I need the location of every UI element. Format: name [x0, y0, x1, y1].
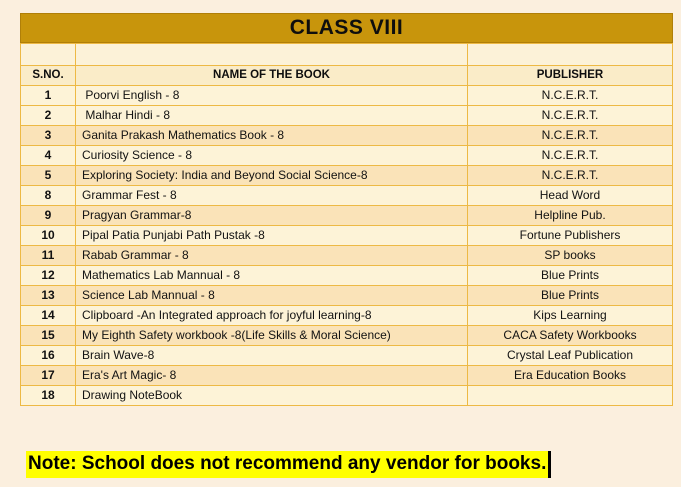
note-text[interactable]: Note: School does not recommend any vend… [26, 451, 549, 478]
book-name-cell[interactable]: Malhar Hindi - 8 [75, 105, 468, 126]
sno-cell[interactable]: 2 [20, 105, 76, 126]
publisher-cell[interactable]: N.C.E.R.T. [467, 85, 673, 106]
book-name-cell[interactable]: Grammar Fest - 8 [75, 185, 468, 206]
publisher-cell[interactable]: N.C.E.R.T. [467, 145, 673, 166]
sno-cell[interactable]: 11 [20, 245, 76, 266]
publisher-cell[interactable]: Blue Prints [467, 265, 673, 286]
table-row: 18 Drawing NoteBook [20, 385, 673, 406]
sno-cell[interactable]: 16 [20, 345, 76, 366]
book-name-cell[interactable]: Mathematics Lab Mannual - 8 [75, 265, 468, 286]
book-name-cell[interactable]: Brain Wave-8 [75, 345, 468, 366]
class-title[interactable]: CLASS VIII [20, 13, 673, 43]
book-name-cell[interactable]: Science Lab Mannual - 8 [75, 285, 468, 306]
column-header-book-name[interactable]: NAME OF THE BOOK [75, 65, 468, 86]
book-name-cell[interactable]: Rabab Grammar - 8 [75, 245, 468, 266]
sno-cell[interactable]: 13 [20, 285, 76, 306]
publisher-cell[interactable]: N.C.E.R.T. [467, 165, 673, 186]
sno-cell[interactable]: 14 [20, 305, 76, 326]
book-name-cell[interactable]: Pragyan Grammar-8 [75, 205, 468, 226]
book-table: S.NO. NAME OF THE BOOK PUBLISHER 1 Poorv… [20, 43, 673, 406]
publisher-cell[interactable]: Blue Prints [467, 285, 673, 306]
book-name-cell[interactable]: Clipboard -An Integrated approach for jo… [75, 305, 468, 326]
table-row: 2 Malhar Hindi - 8 N.C.E.R.T. [20, 105, 673, 126]
publisher-cell[interactable]: Helpline Pub. [467, 205, 673, 226]
sno-cell[interactable]: 5 [20, 165, 76, 186]
sno-cell[interactable]: 12 [20, 265, 76, 286]
table-row: 11 Rabab Grammar - 8 SP books [20, 245, 673, 266]
table-row: 3 Ganita Prakash Mathematics Book - 8 N.C.… [20, 125, 673, 146]
note-banner: Note: School does not recommend any vend… [26, 451, 552, 478]
table-row: 1 Poorvi English - 8 N.C.E.R.T. [20, 85, 673, 106]
sno-cell[interactable]: 10 [20, 225, 76, 246]
book-name-cell[interactable]: Era's Art Magic- 8 [75, 365, 468, 386]
table-row: 5 Exploring Society: India and Beyond Soc… [20, 165, 673, 186]
table-row: 15 My Eighth Safety workbook -8(Life Skil… [20, 325, 673, 346]
book-name-cell[interactable]: Curiosity Science - 8 [75, 145, 468, 166]
publisher-cell[interactable]: Fortune Publishers [467, 225, 673, 246]
publisher-cell[interactable]: N.C.E.R.T. [467, 105, 673, 126]
book-name-cell[interactable]: Pipal Patia Punjabi Path Pustak -8 [75, 225, 468, 246]
sno-cell[interactable]: 9 [20, 205, 76, 226]
table-row: 9 Pragyan Grammar-8 Helpline Pub. [20, 205, 673, 226]
sno-cell[interactable]: 4 [20, 145, 76, 166]
table-row: 17 Era's Art Magic- 8 Era Education Books [20, 365, 673, 386]
table-row: 4 Curiosity Science - 8 N.C.E.R.T. [20, 145, 673, 166]
column-header-publisher[interactable]: PUBLISHER [467, 65, 673, 86]
sno-cell[interactable]: 8 [20, 185, 76, 206]
spacer-cell[interactable] [467, 43, 673, 66]
table-header-row: S.NO. NAME OF THE BOOK PUBLISHER [20, 65, 673, 86]
book-list-table: CLASS VIII S.NO. NAME OF THE BOOK PUBLIS… [20, 13, 673, 406]
sno-cell[interactable]: 18 [20, 385, 76, 406]
table-row: 10 Pipal Patia Punjabi Path Pustak -8 Fort… [20, 225, 673, 246]
sno-cell[interactable]: 1 [20, 85, 76, 106]
column-header-sno[interactable]: S.NO. [20, 65, 76, 86]
book-name-cell[interactable]: Drawing NoteBook [75, 385, 468, 406]
publisher-cell[interactable]: CACA Safety Workbooks [467, 325, 673, 346]
book-name-cell[interactable]: Poorvi English - 8 [75, 85, 468, 106]
publisher-cell[interactable]: Head Word [467, 185, 673, 206]
publisher-cell[interactable]: Era Education Books [467, 365, 673, 386]
publisher-cell[interactable]: N.C.E.R.T. [467, 125, 673, 146]
book-name-cell[interactable]: Ganita Prakash Mathematics Book - 8 [75, 125, 468, 146]
publisher-cell[interactable] [467, 385, 673, 406]
sno-cell[interactable]: 15 [20, 325, 76, 346]
publisher-cell[interactable]: Crystal Leaf Publication [467, 345, 673, 366]
spacer-cell[interactable] [20, 43, 76, 66]
book-name-cell[interactable]: My Eighth Safety workbook -8(Life Skills… [75, 325, 468, 346]
publisher-cell[interactable]: SP books [467, 245, 673, 266]
sno-cell[interactable]: 17 [20, 365, 76, 386]
publisher-cell[interactable]: Kips Learning [467, 305, 673, 326]
table-row: 13 Science Lab Mannual - 8 Blue Prints [20, 285, 673, 306]
spacer-cell[interactable] [75, 43, 468, 66]
book-name-cell[interactable]: Exploring Society: India and Beyond Soci… [75, 165, 468, 186]
sno-cell[interactable]: 3 [20, 125, 76, 146]
spacer-row [20, 43, 673, 66]
table-row: 14 Clipboard -An Integrated approach for … [20, 305, 673, 326]
table-row: 16 Brain Wave-8 Crystal Leaf Publication [20, 345, 673, 366]
table-row: 8 Grammar Fest - 8 Head Word [20, 185, 673, 206]
text-cursor [548, 451, 552, 478]
table-row: 12 Mathematics Lab Mannual - 8 Blue Prints [20, 265, 673, 286]
